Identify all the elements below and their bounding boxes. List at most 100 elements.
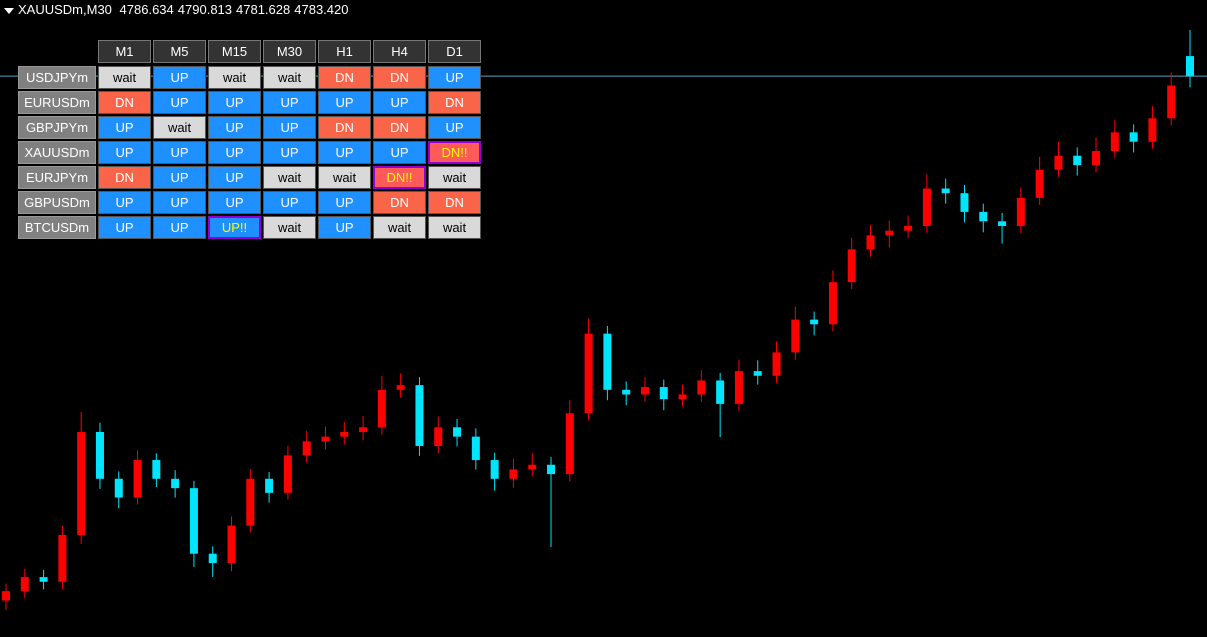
candle-body (340, 431, 349, 437)
signal-cell: UP (428, 116, 481, 139)
signal-cell: UP (263, 191, 316, 214)
signal-cell: wait (263, 166, 316, 189)
signal-cell: DN (373, 66, 426, 89)
signal-cell: UP (153, 216, 206, 239)
signal-cell: UP (153, 141, 206, 164)
signal-cell: UP (208, 191, 261, 214)
candle-body (528, 464, 537, 470)
candle-body (2, 591, 10, 601)
candle-body (1016, 197, 1025, 226)
signal-cell: DN (318, 66, 371, 89)
signal-cell: UP (318, 91, 371, 114)
column-header: M5 (153, 40, 206, 63)
candle-body (1129, 132, 1138, 142)
candle-body (922, 188, 931, 226)
signal-cell: UP (428, 66, 481, 89)
row-header: EURUSDm (18, 91, 96, 114)
signal-cell: UP (153, 191, 206, 214)
candle-body (377, 389, 386, 428)
candle-body (904, 225, 913, 231)
candle-body (1186, 56, 1194, 77)
signal-cell: UP (98, 191, 151, 214)
signal-cell: wait (373, 216, 426, 239)
signal-cell: UP (98, 116, 151, 139)
column-header: H1 (318, 40, 371, 63)
signal-cell: DN (98, 91, 151, 114)
signal-cell: UP (98, 141, 151, 164)
signal-cell: DN (373, 116, 426, 139)
candle-body (828, 282, 837, 325)
signal-cell: wait (318, 166, 371, 189)
candle-body (208, 553, 217, 564)
signal-cell: UP (373, 91, 426, 114)
signal-cell: UP (318, 216, 371, 239)
signal-cell: wait (208, 66, 261, 89)
signal-cell: wait (428, 166, 481, 189)
candle-body (227, 525, 236, 564)
candle-body (302, 441, 311, 456)
candle-body (95, 431, 104, 479)
candle-body (1167, 85, 1176, 119)
candle-body (490, 460, 499, 479)
candle-body (471, 436, 480, 461)
signal-cell: UP (153, 66, 206, 89)
signal-cell: UP (263, 91, 316, 114)
candle-body (1148, 118, 1157, 142)
candle-body (885, 230, 894, 236)
candle-body (678, 394, 687, 400)
chart-header: XAUUSDm,M30 4786.634 4790.813 4781.628 4783… (4, 2, 352, 17)
symbol: XAUUSDm,M30 (18, 2, 112, 17)
signal-cell: UP (153, 91, 206, 114)
candle-body (1035, 169, 1044, 198)
candle-body (565, 413, 574, 475)
candle-body (77, 431, 86, 535)
signal-cell: UP (263, 116, 316, 139)
signal-cell: DN!! (428, 141, 481, 164)
signal-cell: UP (263, 141, 316, 164)
signal-cell: UP (153, 166, 206, 189)
low-price: 4781.628 (236, 2, 291, 17)
candle-body (453, 427, 462, 437)
column-header: D1 (428, 40, 481, 63)
candle-body (847, 249, 856, 283)
candle-body (171, 478, 180, 489)
candle-body (810, 319, 819, 325)
candle-body (866, 235, 875, 250)
row-header: GBPUSDm (18, 191, 96, 214)
candle-body (152, 460, 161, 479)
signal-cell: UP (98, 216, 151, 239)
close-price: 4783.420 (294, 2, 349, 17)
candle-body (772, 352, 781, 376)
collapse-arrow[interactable] (4, 7, 14, 14)
candle-body (547, 464, 556, 475)
candle-body (1054, 155, 1063, 170)
signal-cell: UP (318, 191, 371, 214)
signal-cell: UP (373, 141, 426, 164)
signal-cell: UP (318, 141, 371, 164)
candle-body (941, 188, 950, 194)
candle-body (979, 211, 988, 222)
signal-cell: DN (318, 116, 371, 139)
candle-body (622, 389, 631, 395)
candle-body (58, 534, 67, 582)
row-header: USDJPYm (18, 66, 96, 89)
signal-cell: UP (208, 116, 261, 139)
signal-cell: UP (208, 91, 261, 114)
candle-body (133, 460, 142, 498)
candle-body (509, 469, 518, 479)
candle-body (396, 385, 405, 390)
high-price: 4790.813 (177, 2, 233, 17)
signal-cell: UP (208, 141, 261, 164)
column-header: M30 (263, 40, 316, 63)
candle-body (603, 333, 612, 390)
candle-body (359, 427, 368, 432)
candle-body (114, 478, 123, 498)
signal-cell: DN!! (373, 166, 426, 189)
column-header: M1 (98, 40, 151, 63)
candle-body (39, 577, 48, 582)
candle-body (1110, 132, 1119, 152)
candle-body (734, 371, 743, 404)
candle-body (434, 427, 443, 447)
candle-body (265, 478, 274, 493)
